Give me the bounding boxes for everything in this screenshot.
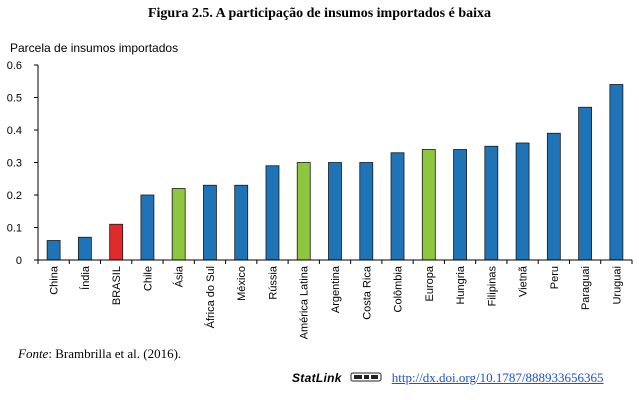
statlink: StatLink http://dx.doi.org/10.1787/88893… — [292, 370, 604, 386]
source-note: Fonte: Brambrilla et al. (2016). — [18, 346, 181, 362]
x-tick-label: Paraguai — [580, 266, 592, 310]
bar-colômbia — [390, 152, 405, 261]
bar-peru — [546, 132, 561, 261]
x-tick-label: Índia — [79, 265, 92, 290]
y-tick-label: 0.5 — [7, 93, 22, 105]
bar-ásia — [171, 188, 186, 261]
x-tick-label: China — [49, 265, 61, 295]
x-tick-label: América Latina — [299, 265, 311, 339]
x-tick-label: Chile — [142, 266, 154, 291]
statlink-label: StatLink — [292, 371, 342, 385]
bar-costa-rica — [359, 162, 374, 261]
x-tick-label: Europa — [424, 265, 436, 301]
x-tick-label: Filipinas — [486, 266, 498, 307]
y-tick-label: 0.2 — [7, 190, 22, 202]
x-tick-label: África do Sul — [204, 266, 217, 328]
bar-hungria — [453, 149, 467, 261]
figure-title: Figura 2.5. A participação de insumos im… — [147, 6, 492, 21]
bar-argentina — [328, 162, 342, 261]
y-axis-label: Parcela de insumos importados — [10, 41, 178, 55]
bar-chile — [140, 194, 155, 261]
y-tick-label: 0.4 — [7, 125, 22, 137]
bar-áfrica-do-sul — [203, 184, 217, 261]
y-tick-label: 0 — [16, 255, 22, 267]
x-tick-label: Vietnã — [518, 265, 530, 297]
y-tick-label: 0.3 — [7, 158, 22, 170]
x-tick-label: Ásia — [173, 265, 186, 287]
x-axis: China Índia BRASIL Chile Ásia África do Sul Mé… — [37, 259, 633, 339]
x-tick-label: BRASIL — [111, 266, 123, 305]
bar-vietnã — [515, 142, 530, 261]
source-label: Fonte — [18, 346, 49, 361]
y-tick-label: 0.6 — [7, 60, 22, 72]
source-text: : Brambrilla et al. (2016). — [48, 346, 182, 361]
bar-méxico — [234, 184, 249, 261]
bar-uruguai — [609, 84, 624, 261]
x-tick-label: Costa Rica — [361, 265, 373, 320]
x-tick-label: México — [236, 266, 248, 301]
bar-américa-latina — [296, 162, 311, 261]
x-tick-label: Peru — [549, 266, 561, 289]
statlink-url-link[interactable]: http://dx.doi.org/10.1787/888933656365 — [391, 370, 604, 385]
statlink-logo-icon — [350, 371, 384, 386]
x-tick-label: Uruguai — [611, 266, 623, 305]
x-tick-label: Colômbia — [393, 265, 405, 312]
x-tick-label: Hungria — [455, 265, 467, 304]
bar-rússia — [265, 165, 280, 261]
x-tick-label: Rússia — [267, 265, 279, 300]
x-tick-label: Argentina — [330, 265, 342, 313]
bars-group — [46, 84, 624, 261]
bar-brasil — [109, 223, 124, 261]
bar-paraguai — [578, 106, 593, 261]
bar-europa — [421, 149, 436, 261]
y-tick-label: 0.1 — [7, 223, 22, 235]
bar-índia — [77, 236, 92, 261]
bar-filipinas — [484, 145, 499, 261]
bar-china — [46, 240, 61, 261]
y-axis: 0 0.1 0.2 0.3 0.4 0.5 0.6 — [7, 60, 39, 267]
